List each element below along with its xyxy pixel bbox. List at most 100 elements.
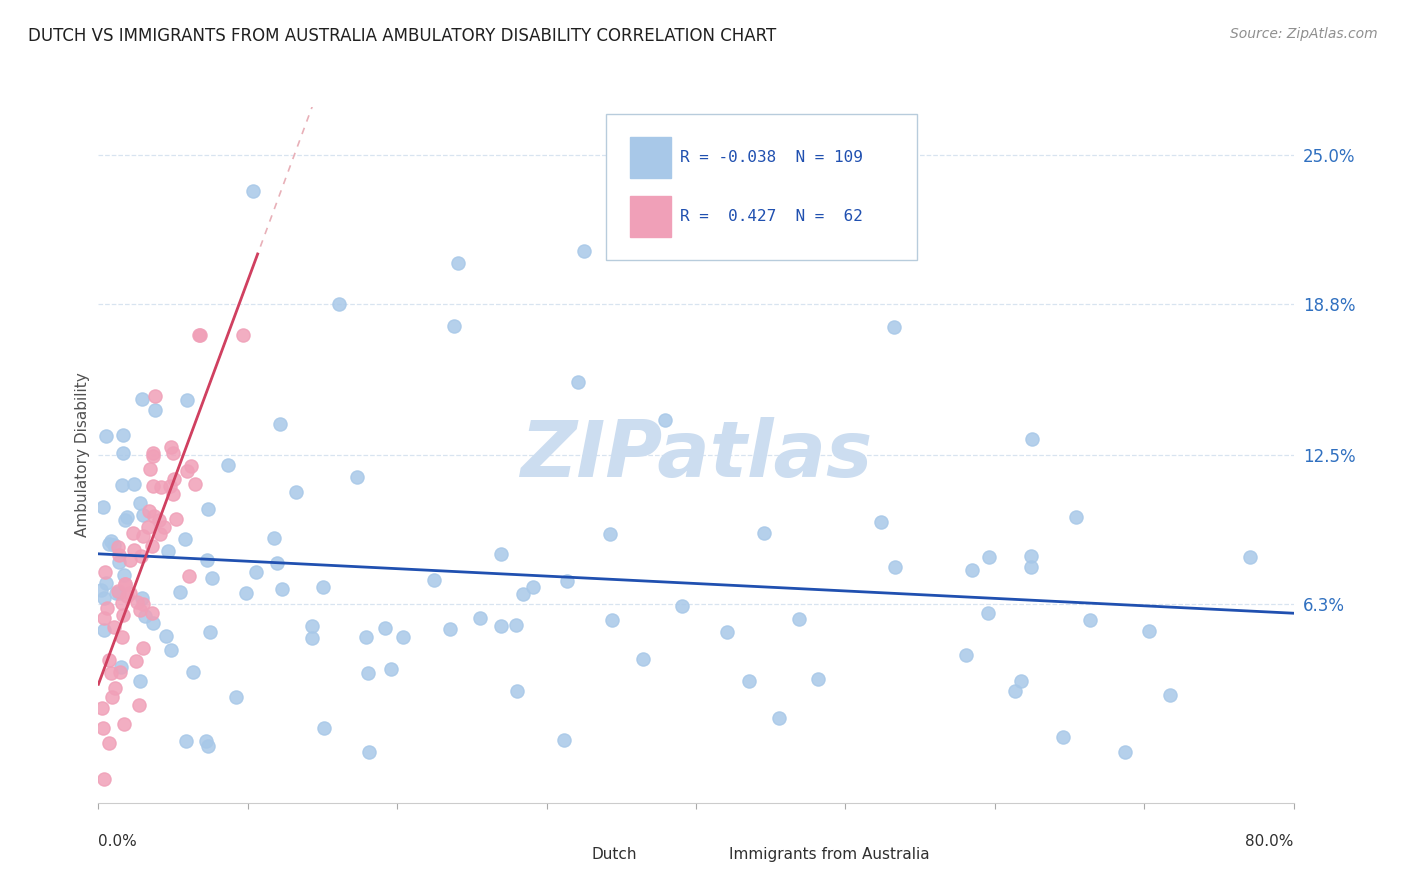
Dutch: [96, 576, 118, 591]
Dutch: [93, 591, 115, 605]
Dutch: [94, 429, 117, 443]
Dutch: [671, 599, 693, 613]
Dutch: [491, 547, 513, 561]
Dutch: [955, 648, 977, 662]
Dutch: [312, 721, 335, 735]
Immigrants from Australia: [103, 620, 125, 634]
Dutch: [567, 376, 589, 390]
Dutch: [522, 580, 544, 594]
Immigrants from Australia: [111, 630, 134, 644]
Immigrants from Australia: [107, 540, 129, 554]
Dutch: [131, 591, 153, 606]
Dutch: [128, 673, 150, 688]
Dutch: [977, 606, 1000, 620]
Immigrants from Australia: [180, 459, 202, 474]
Immigrants from Australia: [162, 487, 184, 501]
Text: 80.0%: 80.0%: [1246, 834, 1294, 849]
Dutch: [271, 582, 294, 596]
Immigrants from Australia: [97, 736, 120, 750]
Immigrants from Australia: [159, 479, 181, 493]
Immigrants from Australia: [104, 681, 127, 696]
Dutch: [328, 297, 350, 311]
Dutch: [269, 417, 291, 431]
Dutch: [1021, 432, 1043, 446]
Immigrants from Australia: [98, 653, 121, 667]
Dutch: [346, 469, 368, 483]
Dutch: [768, 711, 790, 725]
Immigrants from Australia: [118, 586, 141, 600]
Dutch: [107, 586, 129, 600]
Dutch: [870, 515, 893, 529]
Dutch: [160, 643, 183, 657]
Dutch: [114, 567, 136, 582]
Immigrants from Australia: [141, 539, 163, 553]
Immigrants from Australia: [118, 553, 141, 567]
Dutch: [505, 617, 527, 632]
Dutch: [197, 502, 219, 516]
Immigrants from Australia: [128, 698, 150, 712]
Immigrants from Australia: [100, 666, 122, 681]
Dutch: [174, 733, 197, 747]
Dutch: [716, 624, 738, 639]
Text: ZIPatlas: ZIPatlas: [520, 417, 872, 493]
Dutch: [200, 624, 222, 639]
Text: Source: ZipAtlas.com: Source: ZipAtlas.com: [1230, 27, 1378, 41]
Dutch: [422, 573, 444, 587]
Dutch: [354, 630, 377, 644]
Dutch: [439, 622, 461, 636]
Dutch: [100, 534, 122, 549]
Dutch: [1019, 549, 1042, 564]
Dutch: [977, 550, 1000, 565]
Dutch: [356, 665, 378, 680]
Dutch: [1019, 560, 1042, 574]
Dutch: [555, 574, 578, 588]
Immigrants from Australia: [101, 690, 124, 704]
Immigrants from Australia: [188, 328, 211, 343]
Dutch: [122, 477, 145, 491]
Dutch: [962, 563, 984, 577]
Immigrants from Australia: [132, 529, 155, 543]
Immigrants from Australia: [159, 440, 181, 454]
Immigrants from Australia: [107, 584, 129, 599]
Dutch: [90, 582, 112, 597]
Immigrants from Australia: [108, 665, 131, 679]
Text: R = -0.038  N = 109: R = -0.038 N = 109: [681, 150, 863, 165]
Immigrants from Australia: [111, 596, 134, 610]
Dutch: [93, 624, 115, 638]
Text: R =  0.427  N =  62: R = 0.427 N = 62: [681, 210, 863, 225]
Immigrants from Australia: [142, 446, 165, 460]
Immigrants from Australia: [94, 565, 117, 579]
Immigrants from Australia: [124, 543, 146, 558]
Dutch: [217, 458, 239, 472]
FancyBboxPatch shape: [630, 137, 671, 178]
Dutch: [512, 587, 534, 601]
Dutch: [111, 446, 134, 460]
Immigrants from Australia: [232, 328, 254, 343]
Dutch: [807, 672, 830, 686]
Dutch: [155, 629, 177, 643]
Immigrants from Australia: [111, 608, 134, 623]
Immigrants from Australia: [163, 472, 186, 486]
Dutch: [156, 544, 179, 558]
Y-axis label: Ambulatory Disability: Ambulatory Disability: [75, 373, 90, 537]
Dutch: [115, 509, 138, 524]
Immigrants from Australia: [90, 700, 112, 714]
Text: Dutch: Dutch: [592, 847, 637, 863]
Dutch: [284, 485, 307, 500]
Immigrants from Australia: [132, 597, 155, 611]
FancyBboxPatch shape: [606, 114, 917, 260]
Dutch: [374, 621, 396, 635]
Dutch: [380, 662, 402, 676]
Dutch: [1078, 614, 1101, 628]
Dutch: [173, 532, 195, 546]
Immigrants from Australia: [93, 772, 115, 786]
FancyBboxPatch shape: [630, 196, 671, 237]
Immigrants from Australia: [142, 479, 165, 493]
Immigrants from Australia: [121, 526, 143, 541]
Dutch: [392, 630, 415, 644]
Immigrants from Australia: [138, 504, 160, 518]
Dutch: [1239, 549, 1261, 564]
Dutch: [105, 586, 128, 600]
Dutch: [738, 673, 761, 688]
Dutch: [103, 538, 125, 552]
